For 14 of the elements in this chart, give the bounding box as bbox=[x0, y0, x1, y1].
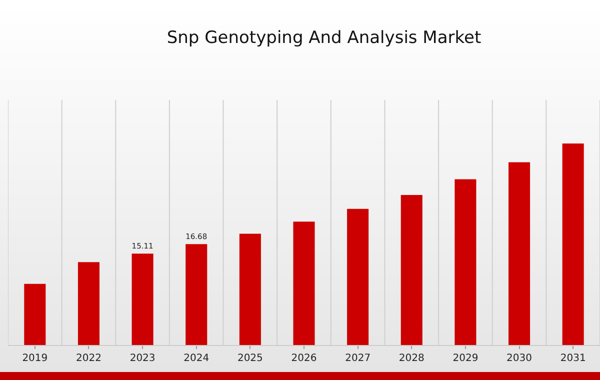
x-tick-label: 2026 bbox=[291, 353, 317, 364]
x-tick-label: 2028 bbox=[398, 353, 424, 364]
chart-title: Snp Genotyping And Analysis Market bbox=[166, 28, 482, 48]
x-tick-label: 2031 bbox=[560, 353, 586, 364]
x-tick-label: 2024 bbox=[184, 353, 210, 364]
x-tick-label: 2023 bbox=[130, 353, 156, 364]
x-tick-label: 2019 bbox=[22, 353, 48, 364]
data-label: 15.11 bbox=[132, 241, 154, 250]
x-tick-label: 2027 bbox=[345, 353, 371, 364]
x-tick-label: 2030 bbox=[506, 353, 532, 364]
x-tick-label: 2029 bbox=[452, 353, 478, 364]
data-label: 16.68 bbox=[186, 232, 208, 241]
x-tick-label: 2025 bbox=[237, 353, 263, 364]
x-tick-label: 2022 bbox=[76, 353, 102, 364]
